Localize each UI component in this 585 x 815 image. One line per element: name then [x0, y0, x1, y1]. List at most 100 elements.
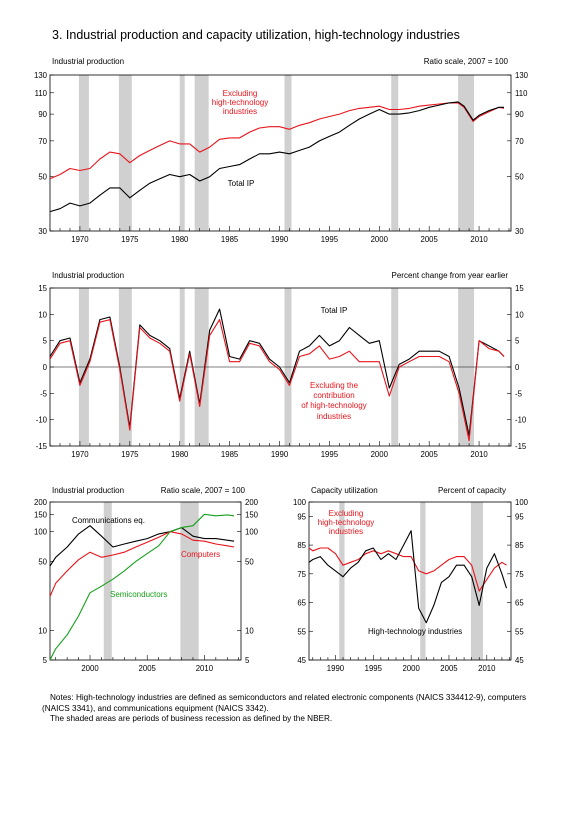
- y-tick-label: -15: [36, 442, 48, 451]
- y-tick-label: 45: [297, 656, 306, 665]
- series-line-red: [49, 531, 235, 597]
- x-tick-label: 1990: [271, 450, 289, 459]
- scale-label: Ratio scale, 2007 = 100: [161, 486, 246, 495]
- x-tick-label: 1975: [121, 235, 139, 244]
- y-tick-label: 5: [43, 656, 48, 665]
- y-tick-label: -10: [36, 416, 48, 425]
- recession-band: [194, 75, 209, 231]
- x-tick-label: 1995: [365, 664, 383, 673]
- series-line-red: [49, 102, 505, 180]
- y-tick-label-right: -10: [515, 416, 527, 425]
- series-line-black: [49, 101, 504, 213]
- series-annotation: High-technology industries: [368, 627, 462, 636]
- y-tick-label-right: 200: [245, 498, 259, 507]
- y-tick-label-right: 10: [515, 310, 524, 319]
- scale-label: Percent change from year earlier: [392, 271, 509, 280]
- y-tick-label-right: 55: [515, 627, 524, 636]
- x-tick-label: 1990: [327, 664, 345, 673]
- x-tick-label: 2005: [440, 664, 458, 673]
- plot-frame: [49, 74, 512, 232]
- series-line-black: [308, 530, 508, 624]
- y-tick-label-right: 50: [515, 173, 524, 182]
- recession-band: [458, 75, 475, 231]
- y-tick-label-right: -5: [515, 389, 523, 398]
- x-tick-label: 1975: [121, 450, 139, 459]
- series-line-black: [49, 308, 505, 437]
- panel-title: Industrial production: [52, 486, 124, 495]
- y-tick-label-right: 10: [245, 626, 254, 635]
- y-tick-label: 110: [35, 89, 48, 98]
- y-tick-label: 50: [38, 557, 47, 566]
- y-tick-label-right: 45: [515, 656, 524, 665]
- y-tick-label: 10: [38, 310, 47, 319]
- x-tick-label: 2010: [478, 664, 496, 673]
- y-tick-label: 0: [43, 363, 48, 372]
- series-annotation: industries: [223, 107, 257, 116]
- scale-label: Percent of capacity: [438, 486, 506, 495]
- y-tick-label: -5: [40, 389, 48, 398]
- y-tick-label-right: 70: [515, 137, 524, 146]
- y-tick-label: 95: [297, 512, 306, 521]
- series-annotation: industries: [317, 412, 351, 421]
- notes-line-1: Notes: High-technology industries are de…: [42, 693, 527, 713]
- recession-band: [118, 75, 132, 231]
- y-tick-label: 100: [34, 528, 48, 537]
- x-tick-label: 1970: [71, 450, 89, 459]
- y-tick-label: 130: [34, 71, 48, 80]
- y-tick-label-right: 5: [245, 656, 250, 665]
- series-annotation: Total IP: [228, 179, 255, 188]
- recession-band: [78, 75, 89, 231]
- series-annotation: Excluding: [223, 89, 258, 98]
- y-tick-label-right: 130: [515, 71, 529, 80]
- y-tick-label: 200: [34, 498, 48, 507]
- x-tick-label: 2000: [402, 664, 420, 673]
- y-tick-label-right: 85: [515, 541, 524, 550]
- y-tick-label: 150: [34, 510, 48, 519]
- x-tick-label: 2005: [139, 664, 157, 673]
- y-tick-label-right: 100: [245, 528, 259, 537]
- series-annotation: of high-technology: [301, 401, 366, 410]
- y-tick-label: 100: [293, 498, 307, 507]
- figure-title: 3. Industrial production and capacity ut…: [52, 28, 460, 42]
- y-tick-label-right: 90: [515, 110, 524, 119]
- notes-line-2: The shaded areas are periods of business…: [50, 714, 333, 723]
- y-tick-label-right: 100: [515, 498, 529, 507]
- x-tick-label: 2000: [81, 664, 99, 673]
- recession-band: [339, 502, 345, 660]
- y-tick-label-right: 110: [515, 89, 528, 98]
- panel-title: Industrial production: [52, 57, 124, 66]
- scale-label: Ratio scale, 2007 = 100: [424, 57, 509, 66]
- y-tick-label-right: -15: [515, 442, 527, 451]
- recession-band: [391, 75, 399, 231]
- recession-band: [420, 502, 426, 660]
- y-tick-label-right: 0: [515, 363, 520, 372]
- chart-panel-p1: Industrial production Ratio scale, 2007 =…: [34, 57, 529, 244]
- series-line-red: [49, 319, 505, 442]
- y-tick-label-right: 50: [245, 557, 254, 566]
- recession-band: [103, 502, 112, 660]
- recession-band: [179, 75, 185, 231]
- plot-frame: [49, 501, 242, 661]
- x-tick-label: 1980: [171, 450, 189, 459]
- x-tick-label: 1995: [321, 235, 339, 244]
- y-tick-label: 65: [297, 599, 306, 608]
- y-tick-label: 75: [297, 570, 306, 579]
- x-tick-label: 2010: [470, 450, 488, 459]
- chart-panel-p3: Industrial production Ratio scale, 2007 =…: [34, 486, 259, 673]
- series-annotation: industries: [329, 527, 363, 536]
- series-annotation: Total IP: [321, 306, 348, 315]
- y-tick-label-right: 5: [515, 337, 520, 346]
- x-tick-label: 2000: [371, 235, 389, 244]
- x-tick-label: 1990: [271, 235, 289, 244]
- figure-notes: Notes: High-technology industries are de…: [42, 693, 552, 725]
- series-annotation: Excluding the: [310, 381, 359, 390]
- chart-panel-p2: Industrial production Percent change from…: [36, 271, 527, 459]
- series-annotation: Semiconductors: [110, 590, 167, 599]
- series-annotation: high-technology: [318, 518, 374, 527]
- series-line-black: [49, 525, 235, 567]
- x-tick-label: 2000: [371, 450, 389, 459]
- series-annotation: Communications eq.: [72, 516, 145, 525]
- y-tick-label-right: 95: [515, 512, 524, 521]
- y-tick-label: 85: [297, 541, 306, 550]
- panel-title: Capacity utilization: [311, 486, 378, 495]
